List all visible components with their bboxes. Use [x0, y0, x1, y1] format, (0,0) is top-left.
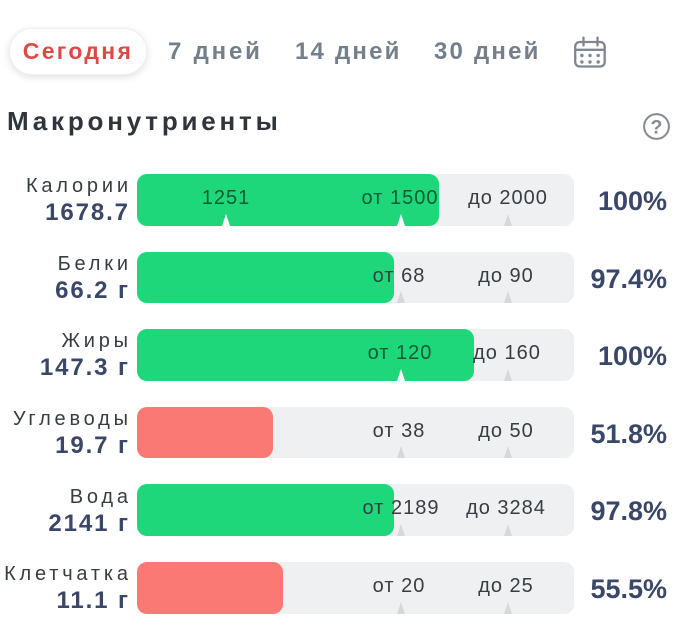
svg-text:?: ?: [651, 116, 663, 138]
